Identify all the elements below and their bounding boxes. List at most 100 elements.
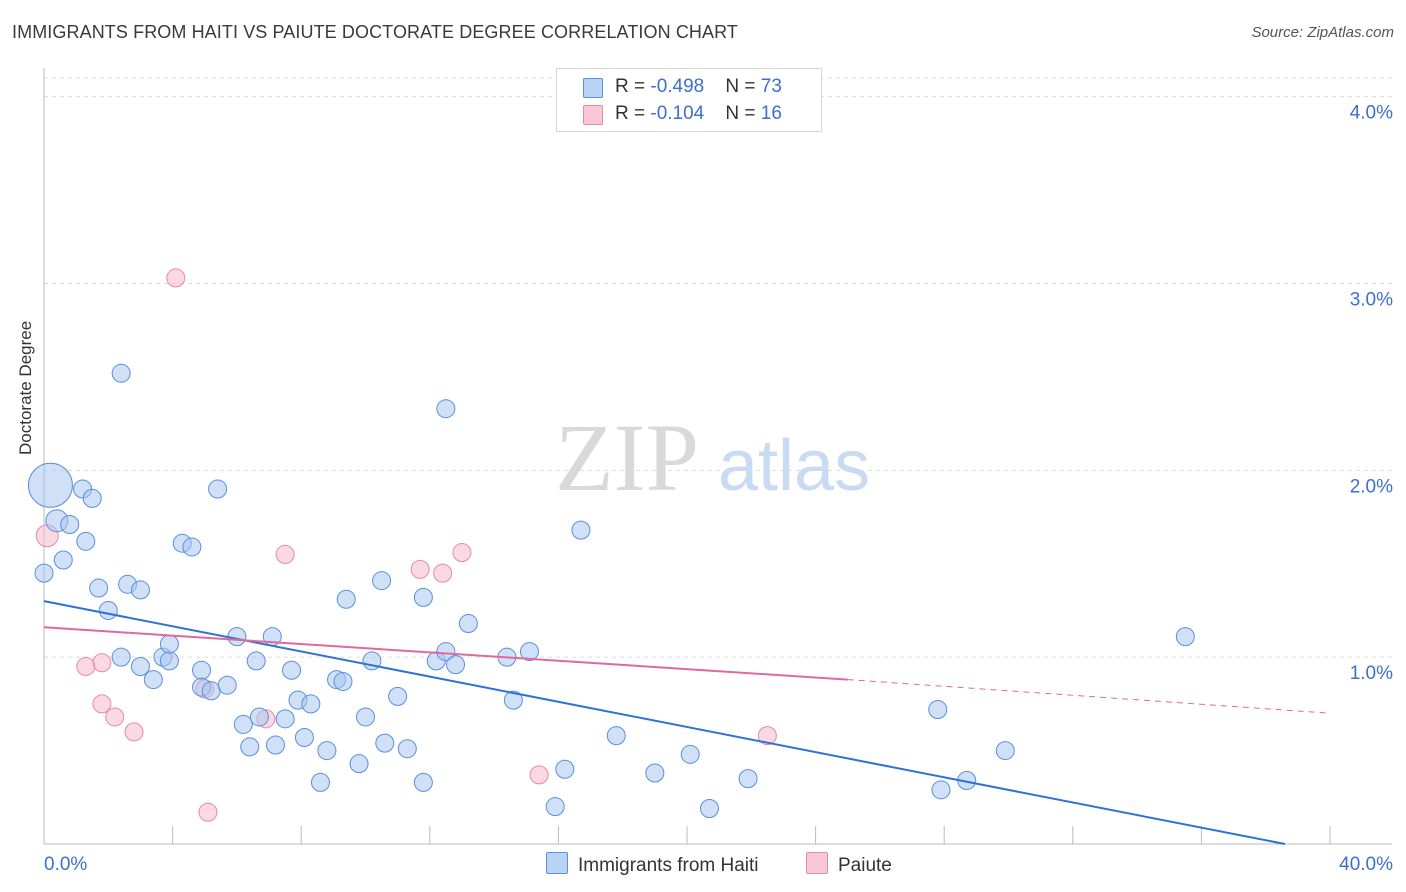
legend-n-label: N = bbox=[725, 76, 761, 97]
haiti-point bbox=[60, 515, 80, 535]
haiti-point bbox=[53, 550, 73, 570]
watermark-zip: ZIP bbox=[555, 404, 699, 511]
haiti-point bbox=[265, 735, 285, 755]
haiti-point bbox=[436, 642, 456, 662]
haiti-point bbox=[301, 694, 321, 714]
haiti-point bbox=[931, 780, 951, 800]
watermark: ZIP atlas bbox=[555, 404, 870, 511]
source-credit: Source: ZipAtlas.com bbox=[1251, 24, 1394, 41]
haiti-points bbox=[27, 363, 1195, 819]
bottom-legend-label-haiti: Immigrants from Haiti bbox=[578, 855, 759, 876]
y-tick-label: 1.0% bbox=[1350, 663, 1393, 684]
paiute-point bbox=[105, 707, 125, 727]
paiute-point bbox=[92, 653, 112, 673]
haiti-point bbox=[519, 642, 539, 662]
y-axis-label: Doctorate Degree bbox=[16, 320, 35, 455]
haiti-point bbox=[201, 681, 221, 701]
bottom-legend-swatch-haiti bbox=[546, 852, 568, 874]
paiute-point bbox=[198, 802, 218, 822]
haiti-point bbox=[606, 726, 626, 746]
gridlines bbox=[44, 77, 1392, 658]
paiute-point bbox=[410, 559, 430, 579]
haiti-point bbox=[82, 488, 102, 508]
paiute-point bbox=[124, 722, 144, 742]
haiti-point bbox=[143, 670, 163, 690]
haiti-point bbox=[159, 634, 179, 654]
haiti-point bbox=[571, 520, 591, 540]
legend-r-label: R = bbox=[615, 76, 651, 97]
x-tick-label-max: 40.0% bbox=[1339, 854, 1393, 875]
y-tick-label: 3.0% bbox=[1350, 290, 1393, 311]
haiti-point bbox=[89, 578, 109, 598]
paiute-trend-line bbox=[43, 626, 848, 681]
haiti-point bbox=[1175, 627, 1195, 647]
legend-r-value-paiute: -0.104 bbox=[650, 103, 705, 124]
haiti-point bbox=[130, 657, 150, 677]
haiti-point bbox=[111, 647, 131, 667]
haiti-point bbox=[645, 763, 665, 783]
haiti-point bbox=[413, 772, 433, 792]
haiti-point bbox=[294, 728, 314, 748]
bottom-legend-haiti: Immigrants from Haiti bbox=[546, 852, 759, 877]
paiute-point bbox=[166, 268, 186, 288]
haiti-point bbox=[413, 587, 433, 607]
haiti-point bbox=[680, 744, 700, 764]
haiti-point bbox=[503, 690, 523, 710]
x-tick-label-min: 0.0% bbox=[44, 854, 87, 875]
haiti-point bbox=[995, 741, 1015, 761]
legend-n-value-paiute: 16 bbox=[760, 103, 782, 124]
paiute-point bbox=[92, 694, 112, 714]
haiti-point bbox=[372, 571, 392, 591]
haiti-point bbox=[249, 707, 269, 727]
trend-lines bbox=[43, 600, 1331, 845]
haiti-point bbox=[356, 707, 375, 727]
haiti-point bbox=[34, 563, 54, 583]
haiti-point bbox=[217, 675, 237, 695]
legend-n-value-haiti: 73 bbox=[760, 76, 782, 97]
haiti-point bbox=[275, 709, 295, 729]
paiute-points bbox=[35, 268, 777, 822]
haiti-point bbox=[349, 754, 369, 774]
bottom-legend-label-paiute: Paiute bbox=[838, 855, 892, 876]
haiti-point bbox=[317, 741, 337, 761]
haiti-point bbox=[375, 733, 395, 753]
legend-swatch-paiute bbox=[583, 105, 603, 125]
paiute-trend-extension bbox=[847, 679, 1331, 714]
legend-r-value-haiti: -0.498 bbox=[650, 76, 705, 97]
haiti-point bbox=[240, 737, 260, 757]
haiti-point bbox=[928, 699, 948, 719]
chart-title: IMMIGRANTS FROM HAITI VS PAIUTE DOCTORAT… bbox=[12, 22, 738, 42]
haiti-point bbox=[27, 462, 73, 508]
haiti-point bbox=[208, 479, 228, 499]
bottom-legend-swatch-paiute bbox=[806, 852, 828, 874]
haiti-point bbox=[182, 537, 202, 557]
y-tick-label: 4.0% bbox=[1350, 103, 1393, 124]
legend-n-label: N = bbox=[725, 103, 761, 124]
paiute-point bbox=[76, 657, 96, 677]
paiute-point bbox=[529, 765, 549, 785]
watermark-atlas: atlas bbox=[718, 426, 870, 506]
haiti-point bbox=[333, 671, 353, 691]
haiti-point bbox=[233, 714, 253, 734]
y-tick-label: 2.0% bbox=[1350, 476, 1393, 497]
haiti-point bbox=[227, 627, 247, 647]
haiti-point bbox=[130, 580, 150, 600]
paiute-point bbox=[452, 543, 472, 563]
haiti-point bbox=[76, 531, 96, 551]
haiti-point bbox=[397, 739, 417, 759]
haiti-point bbox=[446, 655, 466, 675]
axis-ticks: 1.0% 2.0% 3.0% 4.0% 0.0% 40.0% bbox=[44, 103, 1393, 875]
haiti-point bbox=[310, 772, 330, 792]
haiti-point bbox=[246, 651, 266, 671]
haiti-point bbox=[388, 686, 408, 706]
haiti-trend-line bbox=[43, 600, 1286, 845]
paiute-point bbox=[757, 726, 777, 746]
axes bbox=[43, 68, 1392, 845]
legend-r-label: R = bbox=[615, 103, 651, 124]
haiti-point bbox=[738, 769, 758, 789]
bottom-legend-paiute: Paiute bbox=[806, 852, 892, 877]
haiti-point bbox=[282, 660, 302, 680]
haiti-point bbox=[336, 589, 356, 609]
paiute-point bbox=[275, 544, 295, 564]
